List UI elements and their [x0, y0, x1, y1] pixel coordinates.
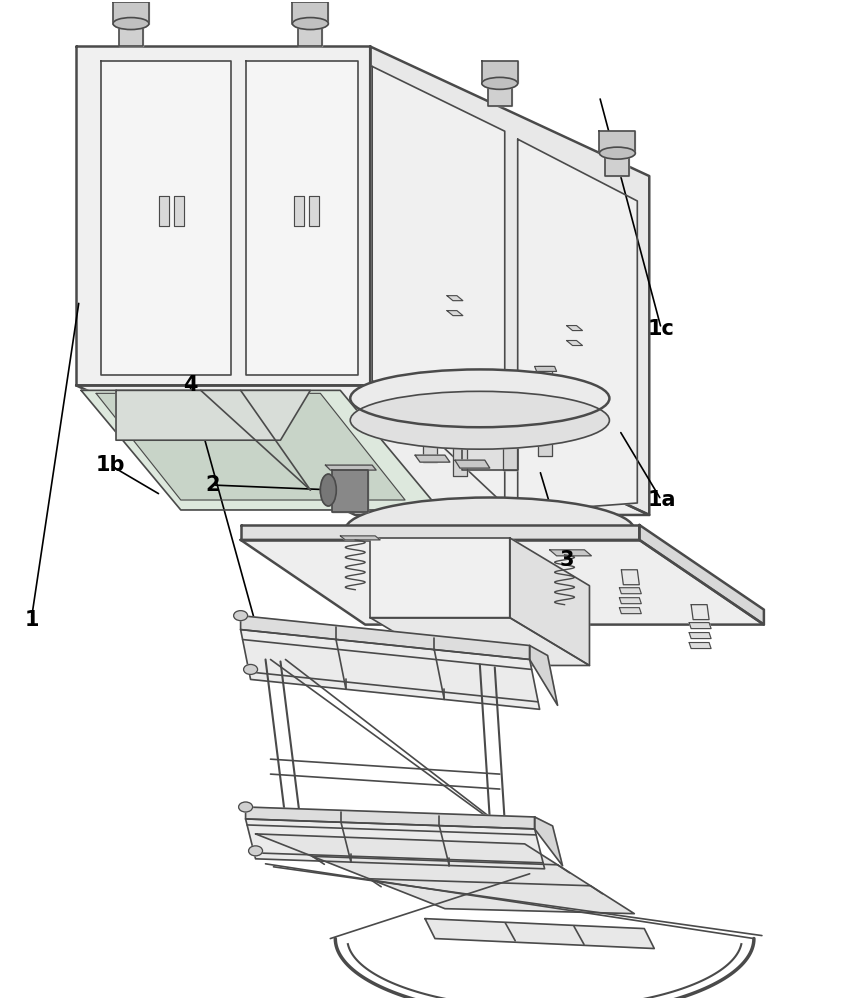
Text: 1c: 1c: [647, 319, 673, 339]
Polygon shape: [566, 341, 582, 346]
Polygon shape: [325, 465, 376, 470]
Polygon shape: [688, 623, 711, 629]
Polygon shape: [446, 296, 463, 301]
Text: 4: 4: [182, 375, 197, 395]
Polygon shape: [298, 22, 322, 46]
Ellipse shape: [481, 77, 517, 89]
Polygon shape: [599, 131, 635, 153]
Polygon shape: [245, 61, 358, 375]
Polygon shape: [461, 430, 517, 470]
Polygon shape: [174, 196, 183, 226]
Polygon shape: [423, 372, 436, 462]
Polygon shape: [76, 385, 648, 515]
Polygon shape: [332, 470, 368, 512]
Polygon shape: [96, 393, 405, 500]
Polygon shape: [549, 550, 590, 556]
Polygon shape: [240, 616, 529, 659]
Ellipse shape: [233, 611, 247, 621]
Polygon shape: [481, 61, 517, 83]
Polygon shape: [340, 536, 380, 540]
Polygon shape: [370, 46, 648, 515]
Polygon shape: [690, 605, 708, 620]
Text: 2: 2: [205, 475, 220, 495]
Text: 1b: 1b: [96, 455, 125, 475]
Ellipse shape: [599, 147, 635, 159]
Polygon shape: [446, 311, 463, 316]
Polygon shape: [487, 81, 511, 106]
Polygon shape: [537, 366, 551, 456]
Ellipse shape: [113, 18, 149, 30]
Polygon shape: [688, 633, 711, 639]
Polygon shape: [116, 390, 310, 440]
Polygon shape: [424, 919, 653, 949]
Polygon shape: [534, 366, 556, 371]
Polygon shape: [294, 196, 304, 226]
Polygon shape: [240, 525, 638, 540]
Polygon shape: [240, 540, 763, 625]
Polygon shape: [605, 151, 629, 176]
Polygon shape: [620, 570, 638, 585]
Polygon shape: [81, 390, 440, 510]
Polygon shape: [619, 608, 641, 614]
Ellipse shape: [345, 498, 634, 562]
Polygon shape: [449, 386, 471, 391]
Polygon shape: [509, 538, 589, 665]
Polygon shape: [499, 380, 521, 385]
Polygon shape: [415, 455, 449, 462]
Ellipse shape: [244, 664, 257, 674]
Polygon shape: [452, 386, 466, 476]
Polygon shape: [245, 819, 544, 869]
Polygon shape: [119, 22, 143, 46]
Polygon shape: [619, 588, 641, 594]
Polygon shape: [566, 326, 582, 331]
Polygon shape: [309, 196, 319, 226]
Polygon shape: [419, 372, 441, 377]
Ellipse shape: [248, 846, 262, 856]
Polygon shape: [240, 630, 539, 709]
Polygon shape: [454, 460, 489, 468]
Polygon shape: [688, 643, 711, 649]
Text: 3: 3: [559, 550, 573, 570]
Polygon shape: [245, 807, 534, 829]
Ellipse shape: [350, 369, 608, 427]
Polygon shape: [517, 139, 636, 512]
Polygon shape: [638, 525, 763, 625]
Ellipse shape: [239, 802, 252, 812]
Ellipse shape: [292, 18, 328, 30]
Polygon shape: [101, 61, 230, 375]
Polygon shape: [292, 2, 328, 24]
Text: 1a: 1a: [647, 490, 675, 510]
Polygon shape: [529, 646, 557, 705]
Polygon shape: [534, 817, 562, 866]
Text: 1: 1: [25, 610, 39, 630]
Polygon shape: [256, 834, 634, 914]
Ellipse shape: [392, 536, 586, 584]
Ellipse shape: [320, 474, 336, 506]
Polygon shape: [370, 618, 589, 665]
Polygon shape: [502, 380, 516, 470]
Polygon shape: [76, 46, 370, 385]
Polygon shape: [158, 196, 169, 226]
Polygon shape: [113, 2, 149, 24]
Polygon shape: [370, 538, 509, 618]
Polygon shape: [371, 66, 504, 505]
Polygon shape: [619, 598, 641, 604]
Ellipse shape: [350, 391, 608, 449]
